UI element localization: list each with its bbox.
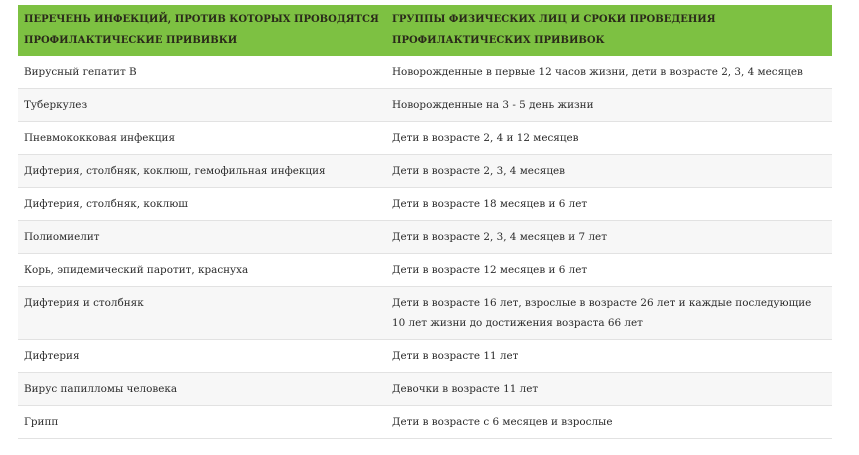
infection-cell: Дифтерия, столбняк, коклюш <box>18 187 386 221</box>
table-row: Дифтерия, столбняк, коклюш, гемофильная … <box>18 154 832 188</box>
table-row: Дифтерия Дети в возрасте 11 лет <box>18 339 832 373</box>
group-term-cell: Дети в возрасте 16 лет, взрослые в возра… <box>386 286 832 340</box>
table-header-row: ПЕРЕЧЕНЬ ИНФЕКЦИЙ, ПРОТИВ КОТОРЫХ ПРОВОД… <box>18 5 832 56</box>
group-term-cell: Девочки в возрасте 11 лет <box>386 372 832 406</box>
infection-cell: Туберкулез <box>18 88 386 122</box>
table-row: Полиомиелит Дети в возрасте 2, 3, 4 месяц… <box>18 220 832 254</box>
table-row: Дифтерия, столбняк, коклюш Дети в возраст… <box>18 187 832 221</box>
group-term-cell: Дети в возрасте с 6 месяцев и взрослые <box>386 405 832 439</box>
table-row: Дифтерия и столбняк Дети в возрасте 16 ле… <box>18 286 832 340</box>
infection-cell: Пневмококковая инфекция <box>18 121 386 155</box>
infection-cell: Дифтерия <box>18 339 386 373</box>
group-term-cell: Дети в возрасте 2, 3, 4 месяцев и 7 лет <box>386 220 832 254</box>
infection-cell: Вирус папилломы человека <box>18 372 386 406</box>
table-row: Грипп Дети в возрасте с 6 месяцев и взрос… <box>18 405 832 439</box>
group-term-cell: Новорожденные на 3 - 5 день жизни <box>386 88 832 122</box>
infection-cell: Вирусный гепатит В <box>18 56 386 89</box>
infection-cell: Полиомиелит <box>18 220 386 254</box>
infection-cell: Грипп <box>18 405 386 439</box>
infection-cell: Дифтерия, столбняк, коклюш, гемофильная … <box>18 154 386 188</box>
group-term-cell: Дети в возрасте 2, 4 и 12 месяцев <box>386 121 832 155</box>
header-infections: ПЕРЕЧЕНЬ ИНФЕКЦИЙ, ПРОТИВ КОТОРЫХ ПРОВОД… <box>18 5 386 56</box>
table-row: Туберкулез Новорожденные на 3 - 5 день жи… <box>18 88 832 122</box>
group-term-cell: Дети в возрасте 12 месяцев и 6 лет <box>386 253 832 287</box>
table-row: Пневмококковая инфекция Дети в возрасте 2… <box>18 121 832 155</box>
group-term-cell: Дети в возрасте 2, 3, 4 месяцев <box>386 154 832 188</box>
header-groups-terms: ГРУППЫ ФИЗИЧЕСКИХ ЛИЦ И СРОКИ ПРОВЕДЕНИЯ… <box>386 5 832 56</box>
table-row: Корь, эпидемический паротит, краснуха Дет… <box>18 253 832 287</box>
table-row: Вирус папилломы человека Девочки в возрас… <box>18 372 832 406</box>
group-term-cell: Дети в возрасте 18 месяцев и 6 лет <box>386 187 832 221</box>
table-row: Вирусный гепатит В Новорожденные в первые… <box>18 56 832 89</box>
group-term-cell: Дети в возрасте 11 лет <box>386 339 832 373</box>
group-term-cell: Новорожденные в первые 12 часов жизни, д… <box>386 56 832 89</box>
infection-cell: Дифтерия и столбняк <box>18 286 386 340</box>
vaccination-table: ПЕРЕЧЕНЬ ИНФЕКЦИЙ, ПРОТИВ КОТОРЫХ ПРОВОД… <box>18 5 832 439</box>
infection-cell: Корь, эпидемический паротит, краснуха <box>18 253 386 287</box>
